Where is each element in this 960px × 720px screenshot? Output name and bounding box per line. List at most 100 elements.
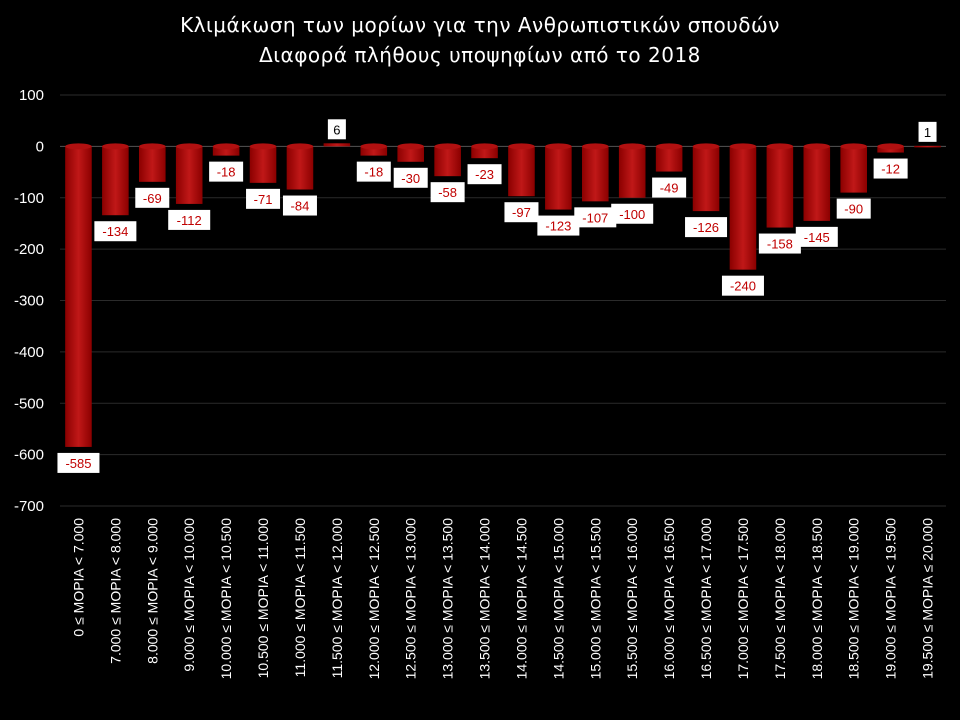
x-tick-label: 10.500 ≤ ΜΟΡΙΑ < 11.000 [255, 518, 271, 679]
y-tick-label: -300 [14, 293, 44, 310]
bar [877, 146, 904, 153]
data-label-group: -240 [721, 275, 764, 296]
bar [914, 145, 941, 148]
data-label-group: -18 [209, 161, 244, 182]
x-tick-label: 14.500 ≤ ΜΟΡΙΑ < 15.000 [550, 518, 566, 680]
data-label-box [282, 195, 317, 216]
data-label: -97 [512, 205, 531, 220]
chart-title: Κλιμάκωση των μορίων για την Ανθρωπιστικ… [0, 10, 960, 70]
x-tick-label: 15.000 ≤ ΜΟΡΙΑ < 15.500 [587, 518, 603, 680]
data-label: -12 [881, 162, 900, 177]
x-tick-label: 15.500 ≤ ΜΟΡΙΑ < 16.000 [624, 518, 640, 680]
x-tick-label: 7.000 ≤ ΜΟΡΙΑ < 8.000 [107, 518, 123, 664]
bar [729, 146, 757, 270]
data-label-group: -90 [836, 198, 871, 219]
data-label-group: -69 [135, 187, 170, 208]
data-label-group: -112 [168, 209, 211, 230]
x-tick-label: 17.000 ≤ ΜΟΡΙΑ < 17.500 [735, 518, 751, 680]
data-label-box [467, 164, 502, 185]
bar [286, 146, 314, 190]
data-label-group: -71 [246, 188, 281, 209]
x-tick-label: 14.000 ≤ ΜΟΡΙΑ < 14.500 [513, 518, 529, 680]
bar-cap [139, 143, 166, 150]
data-label-box [168, 209, 211, 230]
x-tick-label: 11.000 ≤ ΜΟΡΙΑ < 11.500 [292, 518, 308, 678]
bar-cap [471, 143, 498, 150]
data-label: -18 [217, 165, 236, 180]
bar [803, 146, 831, 221]
bar [766, 146, 794, 228]
data-label-box [393, 167, 428, 188]
bar-cap [508, 143, 535, 150]
data-label-group: -107 [574, 207, 617, 228]
bar-cap [397, 143, 424, 150]
data-label: -126 [693, 220, 719, 235]
data-label-box [652, 177, 687, 198]
data-label-group: -49 [652, 177, 687, 198]
data-label-group: -134 [94, 221, 137, 242]
data-label: -69 [143, 191, 162, 206]
bar [102, 146, 129, 216]
data-label-box [430, 182, 465, 203]
data-label-group: -145 [795, 226, 838, 247]
data-label-group: -12 [873, 158, 908, 179]
bar [434, 146, 461, 177]
bar-cap [175, 143, 203, 150]
data-label-group: -100 [611, 203, 654, 224]
x-tick-label: 17.500 ≤ ΜΟΡΙΑ < 18.000 [772, 518, 788, 680]
chart-subtitle: Διαφορά πλήθους υποψηφίων από το 2018 [259, 43, 701, 67]
data-label: -240 [730, 279, 756, 294]
data-label-group: 1 [918, 121, 937, 142]
data-label-group: -126 [685, 217, 728, 238]
data-label-group: -158 [758, 233, 801, 254]
data-label-box [94, 221, 137, 242]
chart-title-line-1: Κλιμάκωση των μορίων για την Ανθρωπιστικ… [180, 13, 780, 37]
bar [212, 146, 240, 156]
y-tick-label: -500 [14, 395, 44, 412]
data-label-box [57, 452, 100, 473]
data-label-group: 6 [327, 119, 346, 140]
bar-cap [212, 143, 240, 150]
x-tick-label: 19.000 ≤ ΜΟΡΙΑ < 19.500 [883, 518, 899, 680]
data-label-group: -585 [57, 452, 100, 473]
data-label: -84 [291, 199, 310, 214]
bar-cap [545, 143, 572, 150]
data-label: -71 [254, 192, 273, 207]
x-tick-label: 19.500 ≤ ΜΟΡΙΑ ≤ 20.000 [920, 518, 936, 679]
bar-cap [102, 143, 129, 150]
x-tick-label: 18.500 ≤ ΜΟΡΙΑ < 19.000 [846, 518, 862, 680]
data-label: 1 [924, 125, 931, 140]
bar [65, 146, 92, 447]
bar [471, 146, 498, 159]
data-label: -30 [401, 171, 420, 186]
data-label-box [795, 226, 838, 247]
data-label-box [504, 202, 539, 223]
bar-cap [582, 143, 609, 150]
bar-cap [729, 143, 757, 150]
data-label: -90 [844, 202, 863, 217]
data-label-group: -123 [537, 215, 580, 236]
data-label-box [836, 198, 871, 219]
y-tick-label: 100 [19, 87, 44, 104]
data-label-box [918, 121, 937, 142]
data-label: -18 [364, 165, 383, 180]
data-label: -585 [65, 456, 91, 471]
bar-cap [692, 143, 720, 150]
bar [323, 143, 351, 147]
y-tick-label: -100 [14, 190, 44, 207]
bar [360, 146, 388, 156]
y-tick-label: -700 [14, 498, 44, 515]
bar [545, 146, 572, 210]
x-tick-label: 16.500 ≤ ΜΟΡΙΑ < 17.000 [698, 518, 714, 680]
data-label: -58 [438, 185, 457, 200]
x-tick-label: 0 ≤ ΜΟΡΙΑ < 7.000 [70, 518, 86, 637]
y-tick-label: -600 [14, 447, 44, 464]
x-tick-label: 10.000 ≤ ΜΟΡΙΑ < 10.500 [218, 518, 234, 680]
data-label: -145 [804, 230, 830, 245]
data-label-box [611, 203, 654, 224]
data-label-box [537, 215, 580, 236]
data-label: -107 [582, 210, 608, 225]
bar-cap [877, 143, 904, 150]
bar [508, 146, 535, 197]
data-label-group: -23 [467, 164, 502, 185]
